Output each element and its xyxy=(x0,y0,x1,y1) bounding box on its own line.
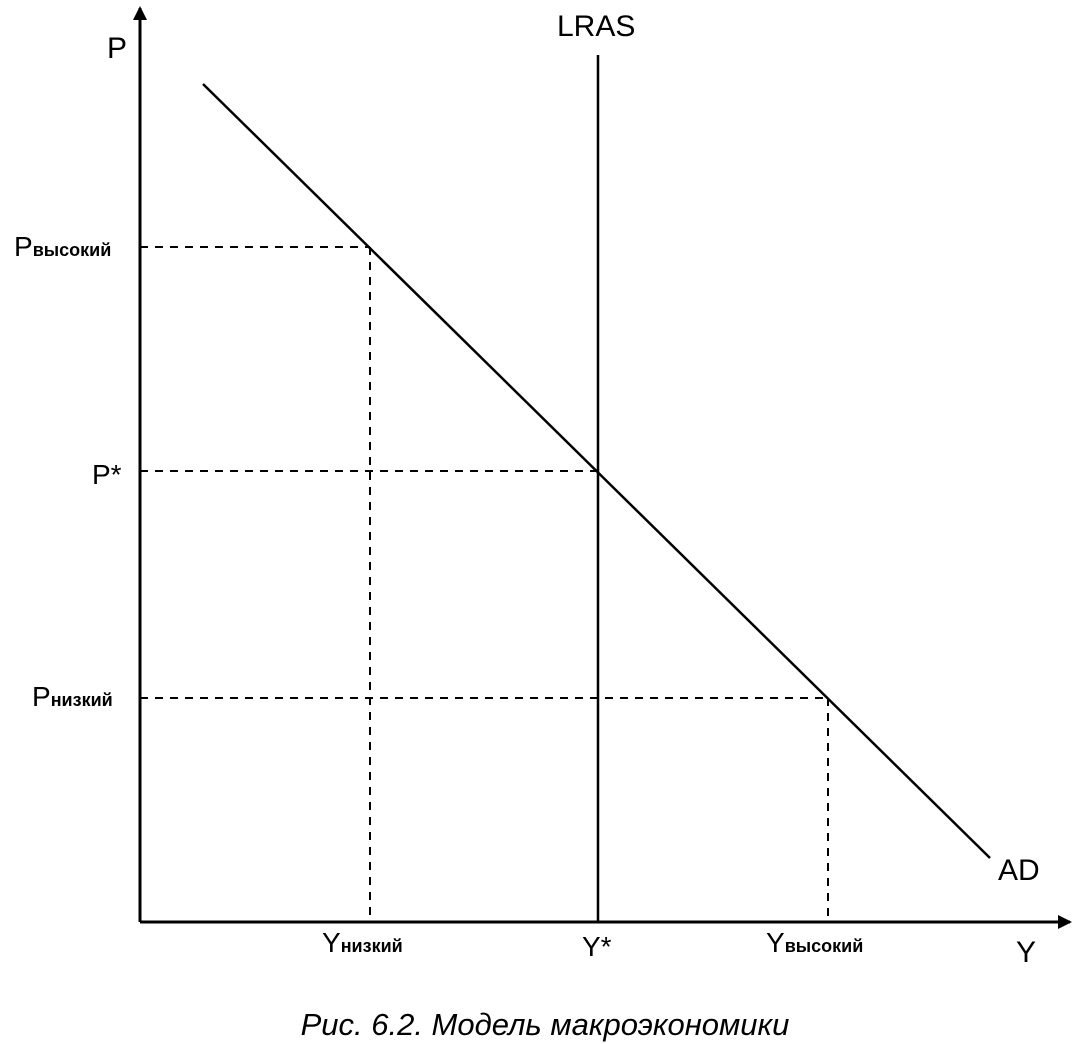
y-high-tick-label: Yвысокий xyxy=(766,927,863,958)
y-high-sub: высокий xyxy=(785,936,864,956)
p-high-sub: высокий xyxy=(33,240,112,260)
p-eq-tick-label: P* xyxy=(92,459,122,490)
p-low-main: P xyxy=(32,681,51,712)
p-high-tick-label: Pвысокий xyxy=(14,231,111,262)
y-low-sub: низкий xyxy=(341,936,403,956)
x-axis-label: Y xyxy=(1016,936,1036,969)
p-low-sub: низкий xyxy=(51,690,113,710)
y-axis-label: P xyxy=(107,32,127,65)
y-eq-tick-label: Y* xyxy=(582,931,612,962)
ad-label: AD xyxy=(998,854,1040,887)
figure-caption: Рис. 6.2. Модель макроэкономики xyxy=(301,1007,790,1042)
lras-label: LRAS xyxy=(557,10,635,43)
y-low-main: Y xyxy=(322,927,341,958)
y-high-main: Y xyxy=(766,927,785,958)
y-low-tick-label: Yнизкий xyxy=(322,927,403,958)
p-high-main: P xyxy=(14,231,33,262)
p-low-tick-label: Pнизкий xyxy=(32,681,113,712)
